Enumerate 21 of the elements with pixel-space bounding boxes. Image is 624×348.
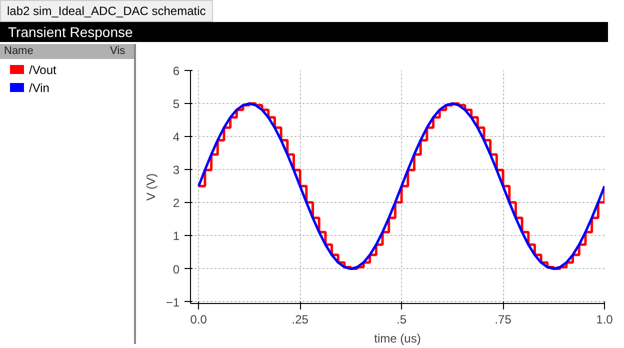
y-tick-label: 5 — [172, 97, 180, 112]
text: Transient Response — [0, 22, 608, 42]
y-tick-label: 6 — [172, 64, 180, 78]
y-tick-label: −1 — [166, 295, 180, 310]
x-tick-label: .75 — [494, 312, 512, 326]
y-tick-label: 0 — [172, 262, 180, 276]
y-tick-label: 1 — [172, 229, 180, 244]
text: lab2 sim_Ideal_ADC_DAC schematic — [0, 0, 213, 22]
x-tick-label: .5 — [396, 312, 407, 326]
y-axis-title: V (V) — [144, 173, 158, 201]
text: Vis — [110, 45, 126, 57]
legend-item: /Vin — [10, 81, 134, 95]
x-tick-label: 0.0 — [190, 312, 208, 326]
y-tick-label: 4 — [172, 130, 180, 144]
legend-item: /Vout — [10, 63, 134, 77]
y-tick-label: 3 — [172, 163, 180, 178]
x-axis-title: time (us) — [374, 332, 421, 346]
x-tick-label: .25 — [292, 312, 309, 326]
y-tick-label: 2 — [172, 196, 180, 210]
legend-title: Name — [4, 45, 34, 57]
x-tick-label: 1.0 — [596, 312, 614, 326]
